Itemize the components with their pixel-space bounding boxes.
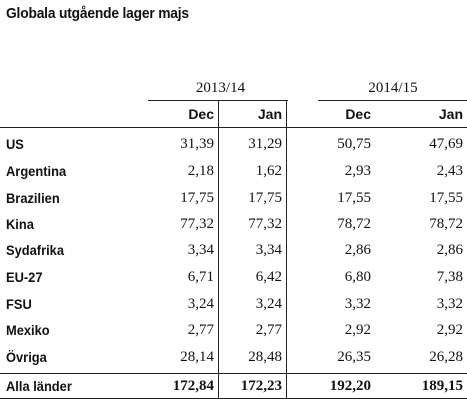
cell-value: 2,18: [187, 163, 214, 179]
column-divider: [286, 100, 287, 399]
cell-value: 78,72: [429, 216, 463, 232]
row-label: Mexiko: [6, 322, 50, 338]
column-header-dec-2013-14: Dec: [188, 106, 214, 122]
row-label: Sydafrika: [6, 242, 65, 258]
cell-value: 50,75: [337, 136, 371, 152]
table-bottom-rule: [0, 398, 467, 399]
cell-value: 2,86: [436, 242, 463, 258]
cell-value: 2,77: [255, 322, 282, 338]
header-top-rule-right: [318, 100, 467, 101]
cell-value: 3,32: [436, 296, 463, 312]
cell-value: 31,29: [248, 136, 282, 152]
cell-value: 2,77: [187, 322, 214, 338]
total-value: 172,84: [172, 378, 214, 394]
total-value: 172,23: [240, 378, 282, 394]
cell-value: 26,28: [429, 349, 463, 365]
header-bottom-rule: [0, 127, 467, 128]
row-label: Övriga: [6, 349, 47, 365]
column-header-jan-2014-15: Jan: [438, 106, 463, 122]
cell-value: 2,92: [436, 322, 463, 338]
cell-value: 6,80: [344, 269, 371, 285]
cell-value: 6,71: [187, 269, 214, 285]
group-header-2013-14: 2013/14: [195, 80, 246, 96]
cell-value: 2,86: [344, 242, 371, 258]
column-header-jan-2013-14: Jan: [257, 106, 282, 122]
total-top-rule: [0, 373, 467, 374]
cell-value: 17,75: [248, 190, 282, 206]
row-label: Brazilien: [6, 190, 60, 206]
total-value: 192,20: [329, 378, 371, 394]
cell-value: 17,55: [337, 190, 371, 206]
cell-value: 77,32: [180, 216, 214, 232]
table-title: Globala utgående lager majs: [6, 5, 189, 22]
cell-value: 3,24: [255, 296, 282, 312]
cell-value: 7,38: [436, 269, 463, 285]
cell-value: 17,75: [180, 190, 214, 206]
cell-value: 1,62: [255, 163, 282, 179]
cell-value: 26,35: [337, 349, 371, 365]
row-label: FSU: [6, 296, 32, 312]
row-label: US: [6, 136, 24, 152]
column-divider: [218, 100, 219, 399]
cell-value: 28,48: [248, 349, 282, 365]
cell-value: 2,92: [344, 322, 371, 338]
group-header-2014-15: 2014/15: [368, 80, 418, 96]
total-label: Alla länder: [6, 378, 72, 394]
row-label: EU-27: [6, 269, 43, 285]
cell-value: 2,93: [344, 163, 371, 179]
cell-value: 28,14: [180, 349, 214, 365]
cell-value: 3,34: [187, 242, 214, 258]
cell-value: 3,34: [255, 242, 282, 258]
total-value: 189,15: [421, 378, 463, 394]
cell-value: 3,24: [187, 296, 214, 312]
cell-value: 78,72: [337, 216, 371, 232]
cell-value: 6,42: [255, 269, 282, 285]
cell-value: 3,32: [344, 296, 371, 312]
row-label: Kina: [6, 216, 34, 232]
cell-value: 17,55: [429, 190, 463, 206]
row-label: Argentina: [6, 163, 67, 179]
cell-value: 77,32: [248, 216, 282, 232]
cell-value: 47,69: [429, 136, 463, 152]
column-header-dec-2014-15: Dec: [345, 106, 371, 122]
cell-value: 31,39: [180, 136, 214, 152]
cell-value: 2,43: [436, 163, 463, 179]
